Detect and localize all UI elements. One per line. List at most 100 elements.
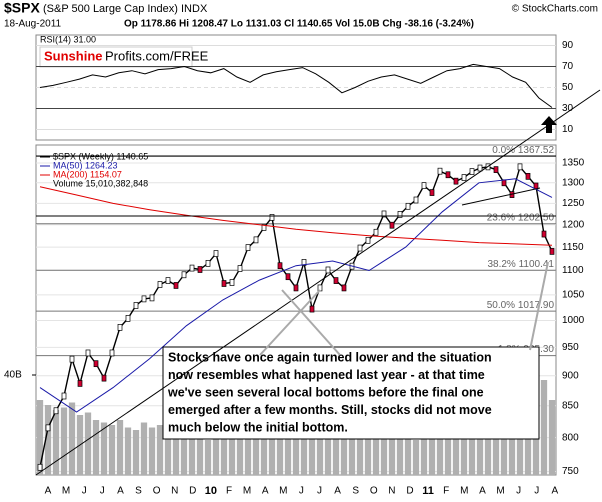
volume-bar: [372, 427, 380, 475]
x-tick-label: N: [388, 486, 395, 497]
x-tick-label: M: [62, 486, 70, 497]
candle: [381, 210, 387, 218]
y-tick-label: 1250: [562, 198, 585, 209]
candle: [357, 244, 363, 252]
volume-bar: [364, 425, 372, 475]
volume-bar: [548, 400, 556, 475]
candle: [197, 266, 203, 273]
trend-line: [35, 89, 601, 476]
candle: [333, 277, 339, 284]
x-tick-label: M: [279, 486, 287, 497]
x-tick-label: A: [479, 486, 486, 497]
volume-bar: [508, 420, 516, 475]
candle: [373, 228, 379, 236]
annotation-text: now resembles what happened last year - …: [168, 368, 485, 382]
y-tick-label: 950: [562, 342, 579, 353]
volume-bar: [428, 425, 436, 475]
volume-bar: [196, 430, 204, 475]
candle: [309, 305, 315, 313]
x-tick-label: N: [171, 486, 178, 497]
volume-bar: [140, 422, 148, 475]
quote: Op 1178.86 Hi 1208.47 Lo 1131.03 Cl 1140…: [124, 19, 474, 30]
volume-bar: [300, 420, 308, 475]
x-tick-label: F: [443, 486, 449, 497]
volume-bar: [412, 440, 420, 475]
y-tick-label: 900: [562, 370, 579, 381]
x-tick-label: F: [226, 486, 232, 497]
candle: [69, 355, 75, 363]
candle: [301, 259, 307, 266]
x-tick-label: J: [534, 486, 539, 497]
volume-bar: [420, 427, 428, 475]
candle: [77, 380, 83, 387]
candle: [405, 202, 411, 210]
volume-bar: [156, 425, 164, 475]
fib-label: 0.0% 1367.52: [492, 145, 554, 156]
y-tick-label: 1200: [562, 219, 585, 230]
x-tick-label: D: [189, 486, 196, 497]
pointer: [529, 261, 549, 351]
candle: [101, 374, 107, 382]
candle: [85, 349, 91, 357]
brand: Sunshine: [44, 48, 103, 63]
legend-entry: MA(50) 1264.23: [53, 160, 118, 170]
rsi-line: [39, 63, 553, 108]
x-tick-label: M: [496, 486, 504, 497]
volume-bar: [44, 405, 52, 475]
annotation-box: [162, 346, 540, 440]
candle: [469, 168, 475, 175]
candle: [117, 324, 123, 331]
legend-entry: Volume 15,010,382,848: [53, 178, 148, 188]
volume-bar: [332, 430, 340, 475]
date: 18-Aug-2011: [4, 19, 62, 30]
volume-bar: [84, 412, 92, 475]
y-tick-label: 30: [562, 103, 574, 114]
fib-label: 50.0% 1017.90: [487, 300, 555, 311]
volume-bar: [452, 415, 460, 475]
volume-bar: [172, 432, 180, 475]
legend-entry: RSI(14) 31.00: [40, 34, 96, 44]
candle: [277, 262, 283, 270]
volume-bar: [492, 430, 500, 475]
candle: [93, 360, 99, 368]
x-tick-label: S: [135, 486, 142, 497]
candle: [245, 244, 251, 251]
source: © StockCharts.com: [512, 4, 598, 15]
candle: [165, 277, 171, 284]
y-tick-label: 1050: [562, 290, 585, 301]
candle: [421, 182, 427, 189]
volume-bar: [260, 427, 268, 475]
x-tick-label: A: [551, 486, 558, 497]
candle: [429, 189, 435, 196]
y-tick-label: 750: [562, 466, 579, 477]
volume-bar: [132, 430, 140, 475]
volume-bar: [292, 415, 300, 475]
x-tick-label: J: [317, 486, 322, 497]
fib-label: 38.2% 1100.41: [487, 259, 554, 270]
candle: [109, 349, 115, 357]
arrow: [541, 116, 557, 133]
x-tick-label: J: [299, 486, 304, 497]
y-tick-label: 90: [562, 40, 574, 51]
annotation-text: Stocks have once again turned lower and …: [168, 350, 492, 364]
volume-bar: [340, 432, 348, 475]
volume-bar: [444, 420, 452, 475]
x-tick-label: 11: [422, 485, 434, 497]
y-tick-label: 10: [562, 124, 574, 135]
candle: [341, 284, 347, 292]
candle: [437, 167, 443, 175]
candle: [53, 407, 59, 415]
candle: [125, 315, 131, 322]
candle: [525, 173, 531, 180]
candle: [181, 271, 187, 279]
volume-bar: [396, 427, 404, 475]
index-name: (S&P 500 Large Cap Index) INDX: [43, 3, 208, 15]
volume-bar: [108, 425, 116, 475]
volume-bar: [212, 425, 220, 475]
x-tick-label: A: [334, 486, 341, 497]
candle: [253, 236, 259, 244]
candle: [453, 177, 459, 185]
candle: [549, 248, 555, 255]
candle: [221, 280, 227, 287]
candle: [293, 284, 299, 292]
